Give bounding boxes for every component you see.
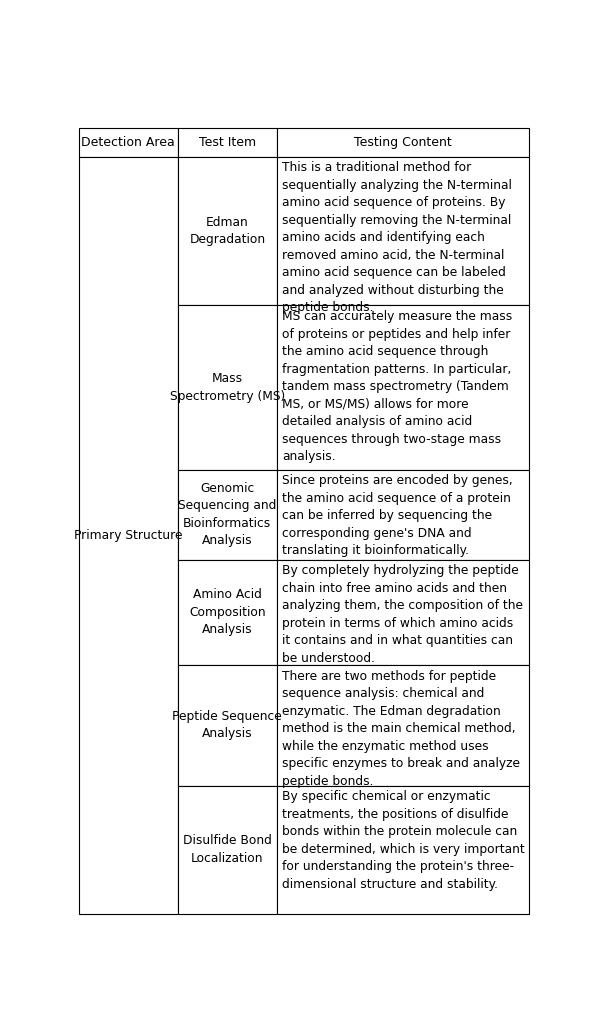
Bar xyxy=(178,128,277,157)
Bar xyxy=(277,469,529,560)
Bar xyxy=(178,786,277,913)
Text: Test Item: Test Item xyxy=(199,135,256,148)
Text: Testing Content: Testing Content xyxy=(354,135,452,148)
Text: By specific chemical or enzymatic
treatments, the positions of disulfide
bonds w: By specific chemical or enzymatic treatm… xyxy=(282,790,525,891)
Text: Edman
Degradation: Edman Degradation xyxy=(189,215,266,246)
Bar xyxy=(178,157,277,305)
Text: Disulfide Bond
Localization: Disulfide Bond Localization xyxy=(183,834,272,865)
Text: Peptide Sequence
Analysis: Peptide Sequence Analysis xyxy=(173,710,282,740)
Bar xyxy=(277,305,529,469)
Text: There are two methods for peptide
sequence analysis: chemical and
enzymatic. The: There are two methods for peptide sequen… xyxy=(282,669,520,788)
Bar xyxy=(178,305,277,469)
Bar xyxy=(277,665,529,786)
Bar xyxy=(277,560,529,665)
Text: This is a traditional method for
sequentially analyzing the N-terminal
amino aci: This is a traditional method for sequent… xyxy=(282,161,512,314)
Text: Primary Structure: Primary Structure xyxy=(74,529,183,541)
Text: By completely hydrolyzing the peptide
chain into free amino acids and then
analy: By completely hydrolyzing the peptide ch… xyxy=(282,564,523,665)
Bar xyxy=(79,128,178,157)
Text: Amino Acid
Composition
Analysis: Amino Acid Composition Analysis xyxy=(189,589,266,636)
Text: Mass
Spectrometry (MS): Mass Spectrometry (MS) xyxy=(170,372,285,403)
Bar xyxy=(277,157,529,305)
Bar xyxy=(277,128,529,157)
Bar xyxy=(178,560,277,665)
Text: Since proteins are encoded by genes,
the amino acid sequence of a protein
can be: Since proteins are encoded by genes, the… xyxy=(282,474,513,557)
Text: MS can accurately measure the mass
of proteins or peptides and help infer
the am: MS can accurately measure the mass of pr… xyxy=(282,310,512,463)
Text: Genomic
Sequencing and
Bioinformatics
Analysis: Genomic Sequencing and Bioinformatics An… xyxy=(178,481,276,547)
Bar xyxy=(178,469,277,560)
Bar xyxy=(178,665,277,786)
Bar xyxy=(277,786,529,913)
Bar xyxy=(79,157,178,913)
Text: Detection Area: Detection Area xyxy=(81,135,175,148)
